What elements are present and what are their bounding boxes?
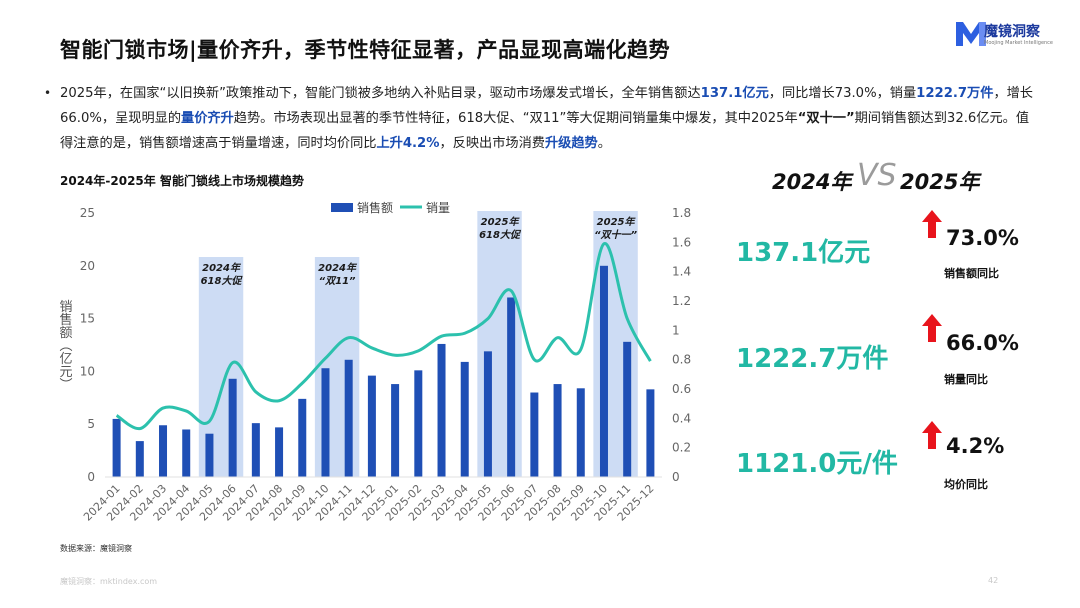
y-left-tick-label: 0 — [87, 470, 95, 484]
summary-highlight: 上升4.2% — [376, 136, 440, 151]
highlight-label: “双十一” — [594, 229, 637, 241]
brand-tagline: Moojing Market Intelligence — [984, 40, 1054, 46]
comparison-header: 2024年 VS 2025年 — [772, 158, 992, 198]
highlight-label: 618大促 — [479, 229, 522, 241]
bar-sales — [530, 392, 539, 477]
bar-sales — [298, 398, 307, 477]
bar-sales — [251, 423, 260, 477]
bar-sales — [344, 359, 353, 477]
summary-text: 趋势。市场表现出显著的季节性特征，618大促、“双11”等大促期间销量集中爆发，… — [233, 111, 798, 126]
brand-name: 魔镜洞察 — [984, 24, 1040, 40]
y-right-tick-label: 1 — [672, 323, 680, 337]
bar-sales — [228, 378, 237, 477]
line-volume — [115, 242, 652, 431]
legend-label-sales: 销售额 — [357, 200, 393, 215]
chart-title: 2024年-2025年 智能门锁线上市场规模趋势 — [60, 174, 304, 188]
y-right-tick-label: 0.8 — [672, 353, 691, 367]
summary-highlight: 升级趋势 — [544, 136, 598, 151]
highlight-label: “双11” — [319, 276, 356, 287]
y-left-tick-label: 5 — [87, 417, 95, 431]
bar-sales — [646, 389, 655, 477]
bar-sales — [460, 361, 469, 477]
bar-sales — [275, 427, 284, 477]
kpi-price-label: 均价同比 — [944, 478, 988, 491]
up-arrow-icon — [922, 210, 942, 238]
y-left-tick-label: 20 — [80, 259, 95, 273]
kpi-sales-growth: 73.0% — [946, 226, 1019, 250]
legend-label-volume: 销量 — [426, 201, 450, 215]
page-title: 智能门锁市场|量价齐升，季节性特征显著，产品显现高端化趋势 — [60, 38, 671, 62]
bar-sales — [112, 418, 121, 477]
summary-highlight: 量价齐升 — [181, 111, 234, 126]
y-right-tick-label: 0.2 — [672, 441, 691, 455]
kpi-sales-value: 137.1亿元 — [736, 238, 871, 268]
summary-highlight: 1222.7万件 — [916, 86, 994, 101]
summary-text: 期间销售额达到32.6亿元。值得注意的是，销售额增速高于销量增速，同时均价同比 — [60, 111, 1030, 151]
summary-paragraph: • 2025年，在国家“以旧换新”政策推动下，智能门锁被多地纳入补贴目录，驱动市… — [44, 81, 1040, 156]
bar-sales — [553, 384, 562, 477]
y-right-tick-label: 1.2 — [672, 294, 691, 308]
bar-sales — [483, 351, 492, 477]
highlight-label: 2024年 — [318, 262, 358, 274]
y-right-tick-label: 0.6 — [672, 382, 691, 396]
bar-sales — [391, 384, 400, 477]
page-number: 42 — [988, 576, 999, 585]
up-arrow-icon — [922, 314, 942, 342]
kpi-volume-value: 1222.7万件 — [736, 344, 889, 374]
kpi-volume-label: 销量同比 — [944, 373, 988, 386]
brand-logo: 魔镜洞察 Moojing Market Intelligence — [954, 16, 1074, 52]
y-right-tick-label: 1.4 — [672, 265, 691, 279]
comparison-right-year: 2025年 — [900, 170, 980, 194]
bar-sales — [414, 370, 423, 477]
kpi-price-growth: 4.2% — [946, 434, 1005, 458]
bar-sales — [135, 441, 144, 477]
y-right-tick-label: 0.4 — [672, 411, 691, 425]
y-left-axis-label: 销售额（亿元） — [57, 300, 73, 391]
bar-sales — [507, 297, 516, 477]
data-source: 数据来源：魔镜洞察 — [60, 544, 132, 553]
footer-text: 魔镜洞察：mktindex.com — [60, 577, 158, 586]
highlight-label: 2024年 — [202, 262, 242, 274]
bar-sales — [205, 433, 214, 477]
kpi-volume-growth: 66.0% — [946, 331, 1019, 355]
kpi-price-value: 1121.0元/件 — [736, 449, 898, 479]
vs-text: VS — [857, 158, 897, 193]
summary-text: 。 — [597, 136, 611, 151]
summary-text: ，反映出市场消费 — [439, 136, 545, 151]
y-left-tick-label: 15 — [80, 312, 95, 326]
summary-text: 2025年，在国家“以旧换新”政策推动下，智能门锁被多地纳入补贴目录，驱动市场爆… — [60, 86, 701, 101]
legend-swatch-sales — [331, 203, 353, 212]
brand-mark-icon — [956, 22, 986, 46]
highlight-label: 2025年 — [481, 216, 521, 228]
comparison-left-year: 2024年 — [772, 170, 852, 194]
summary-text: ，同比增长73.0%，销量 — [768, 86, 917, 101]
highlight-label: 2025年 — [597, 216, 637, 228]
summary-highlight: 137.1亿元 — [700, 86, 769, 101]
up-arrow-icon — [922, 421, 942, 449]
y-right-tick-label: 1.6 — [672, 235, 691, 249]
bar-sales — [159, 425, 168, 477]
bullet: • — [44, 86, 52, 100]
combo-chart: 2024年618大促2024年“双11”2025年618大促2025年“双十一”… — [57, 200, 692, 524]
y-right-tick-label: 0 — [672, 470, 680, 484]
bar-sales — [321, 368, 330, 477]
bar-sales — [437, 343, 446, 477]
y-left-tick-label: 25 — [80, 206, 95, 220]
y-right-tick-label: 1.8 — [672, 206, 691, 220]
bar-sales — [623, 341, 632, 477]
bar-sales — [367, 375, 376, 477]
bar-sales — [576, 388, 585, 477]
summary-highlight: “双十一” — [797, 111, 855, 126]
summary-text: ，增长66.0%，呈现明显的 — [60, 86, 1033, 126]
bar-sales — [599, 265, 608, 477]
kpi-sales-label: 销售额同比 — [944, 267, 999, 280]
highlight-label: 618大促 — [201, 275, 244, 287]
y-left-tick-label: 10 — [80, 364, 95, 378]
bar-sales — [182, 429, 191, 477]
